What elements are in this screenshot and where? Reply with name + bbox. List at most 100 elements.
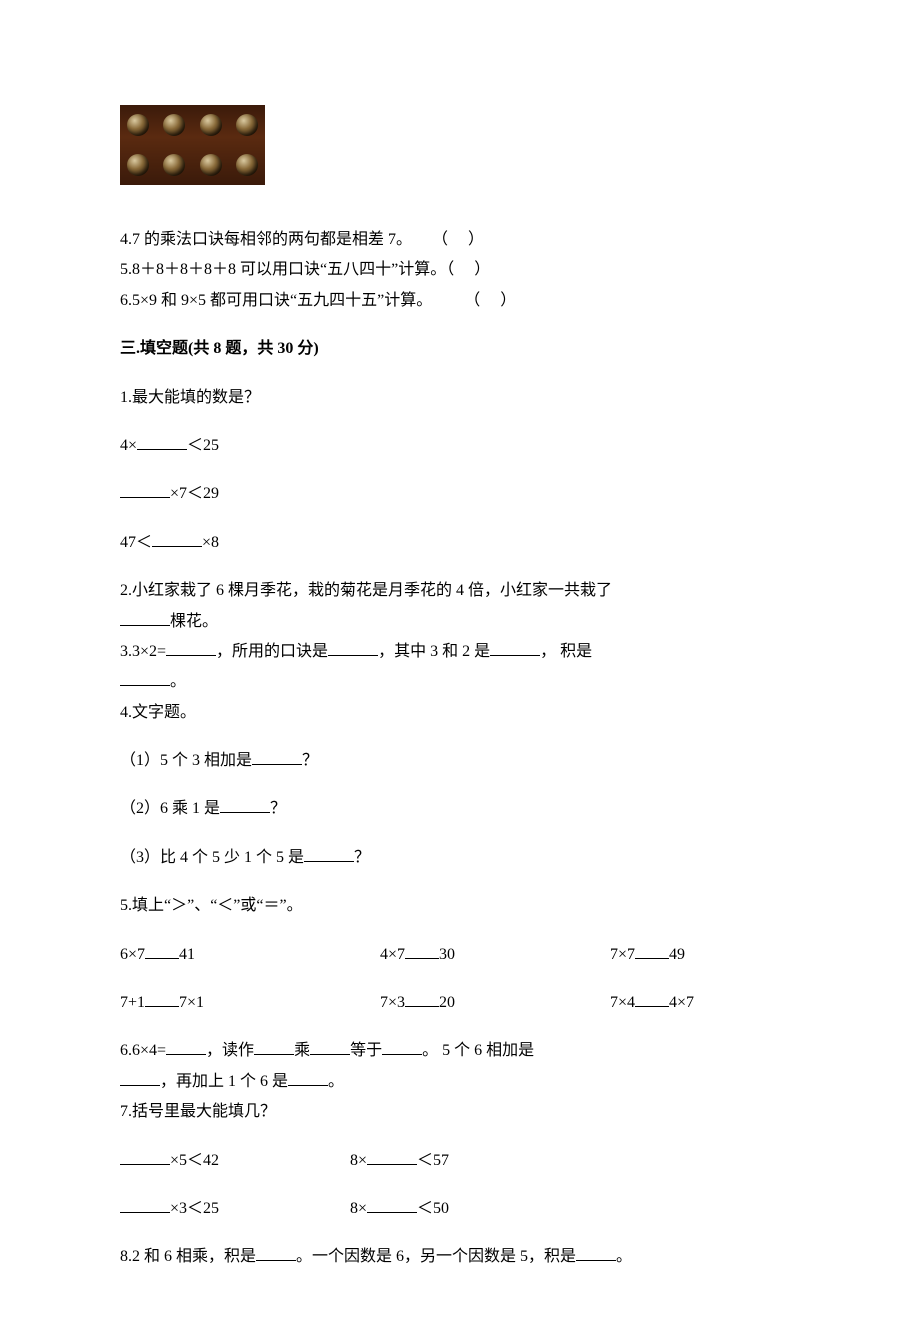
blank: [166, 1039, 206, 1055]
compare-cell: 7×320: [310, 988, 570, 1018]
q6-a: 6.6×4=: [120, 1042, 166, 1059]
q6-e: 。 5 个 6 相加是: [422, 1042, 534, 1059]
q8-a: 8.2 和 6 相乘，积是: [120, 1248, 256, 1265]
blank: [304, 846, 354, 862]
q7-r2c2t: ＜50: [417, 1200, 449, 1217]
blank: [166, 640, 216, 656]
q1-line3: 47＜×8: [120, 528, 800, 558]
q1-line1: 4×＜25: [120, 431, 800, 461]
q1-line2: ×7＜29: [120, 479, 800, 509]
blank: [252, 749, 302, 765]
q6-d: 等于: [350, 1042, 382, 1059]
q6-l2b: 。: [328, 1073, 344, 1090]
q6-b: ，读作: [206, 1042, 254, 1059]
blank: [220, 797, 270, 813]
q1-l1-b: ＜25: [187, 437, 219, 454]
blank: [635, 991, 669, 1007]
blank: [120, 670, 170, 686]
q5-stem: 5.填上“＞”、“＜”或“＝”。: [120, 891, 800, 921]
q1-stem: 1.最大能填的数是？: [120, 383, 800, 413]
compare-cell: 4×7 30: [310, 940, 570, 970]
q3-d: ， 积是: [540, 643, 592, 660]
blank: [288, 1070, 328, 1086]
blank: [635, 943, 669, 959]
dot: [236, 114, 258, 136]
q5-row2: 7+17×1 7×320 7×44×7: [120, 988, 800, 1018]
q7-r1c2h: 8×: [350, 1152, 367, 1169]
compare-cell: 6×741: [120, 940, 310, 970]
q2: 2.小红家栽了 6 棵月季花，栽的菊花是月季花的 4 倍，小红家一共栽了 棵花。: [120, 576, 800, 637]
bracket-cell: ×3＜25: [120, 1194, 350, 1224]
q3-line2: 。: [120, 667, 800, 697]
dot: [236, 154, 258, 176]
q4-s1a: （1）5 个 3 相加是: [120, 752, 252, 769]
blank: [145, 991, 179, 1007]
q8: 8.2 和 6 相乘，积是 。一个因数是 6，另一个因数是 5，积是 。: [120, 1242, 800, 1272]
blank: [382, 1039, 422, 1055]
dot: [163, 114, 185, 136]
blank: [145, 943, 179, 959]
dot: [127, 154, 149, 176]
blank: [367, 1149, 417, 1165]
blank: [120, 1070, 160, 1086]
blank: [120, 1149, 170, 1165]
dot: [200, 154, 222, 176]
cmp-l: 7×7: [610, 946, 635, 963]
q3-c: ，其中 3 和 2 是: [378, 643, 490, 660]
q4-s2b: ？: [270, 800, 286, 817]
q4-sub1: （1）5 个 3 相加是 ？: [120, 746, 800, 776]
q4-s3b: ？: [354, 849, 370, 866]
q3-b: ，所用的口诀是: [216, 643, 328, 660]
blank: [367, 1197, 417, 1213]
cmp-r: 41: [179, 946, 195, 963]
q4-s2a: （2）6 乘 1 是: [120, 800, 220, 817]
q6: 6.6×4=，读作乘等于。 5 个 6 相加是 ，再加上 1 个 6 是。: [120, 1036, 800, 1097]
cmp-r: 7×1: [179, 994, 204, 1011]
dot-grid: [120, 105, 265, 185]
q7-r2c1: ×3＜25: [170, 1200, 219, 1217]
compare-cell: 7+17×1: [120, 988, 310, 1018]
blank: [152, 531, 202, 547]
q4-stem: 4.文字题。: [120, 698, 800, 728]
blank: [120, 482, 170, 498]
blank: [120, 610, 170, 626]
cmp-l: 4×7: [380, 946, 405, 963]
q7-stem: 7.括号里最大能填几？: [120, 1097, 800, 1127]
q4-s1b: ？: [302, 752, 318, 769]
q6-l2a: ，再加上 1 个 6 是: [160, 1073, 288, 1090]
q7-row1: ×5＜42 8× ＜57: [120, 1146, 800, 1176]
q8-b: 。一个因数是 6，另一个因数是 5，积是: [296, 1248, 576, 1265]
q3: 3.3×2= ，所用的口诀是 ，其中 3 和 2 是 ， 积是 。: [120, 637, 800, 698]
section-3-header: 三.填空题(共 8 题，共 30 分): [120, 334, 800, 364]
cmp-r: 20: [439, 994, 455, 1011]
bracket-cell: 8× ＜57: [350, 1146, 449, 1176]
judgment-q5: 5.8＋8＋8＋8＋8 可以用口诀“五八四十”计算。（ ）: [120, 255, 800, 285]
q3-a: 3.3×2=: [120, 643, 166, 660]
q5-row1: 6×741 4×7 30 7×7 49: [120, 940, 800, 970]
cmp-r: 49: [669, 946, 685, 963]
blank: [256, 1245, 296, 1261]
blank: [576, 1245, 616, 1261]
dot: [127, 114, 149, 136]
blank: [120, 1197, 170, 1213]
q4-s3a: （3）比 4 个 5 少 1 个 5 是: [120, 849, 304, 866]
q2-line2: 棵花。: [120, 607, 800, 637]
dot: [163, 154, 185, 176]
embedded-photo: [120, 105, 265, 185]
q4-sub3: （3）比 4 个 5 少 1 个 5 是 ？: [120, 843, 800, 873]
q1-l2-a: ×7＜29: [170, 485, 219, 502]
q7-r1c2t: ＜57: [417, 1152, 449, 1169]
dot: [200, 114, 222, 136]
judgment-q4: 4.7 的乘法口诀每相邻的两句都是相差 7。 （ ）: [120, 225, 800, 255]
q3-tail: 。: [170, 673, 186, 690]
blank: [310, 1039, 350, 1055]
q8-c: 。: [616, 1248, 632, 1265]
blank: [137, 434, 187, 450]
page: 4.7 的乘法口诀每相邻的两句都是相差 7。 （ ） 5.8＋8＋8＋8＋8 可…: [0, 0, 920, 1333]
blank: [328, 640, 378, 656]
compare-cell: 7×44×7: [570, 988, 800, 1018]
q7-r1c1: ×5＜42: [170, 1152, 219, 1169]
cmp-r: 30: [439, 946, 455, 963]
q7-row2: ×3＜25 8×＜50: [120, 1194, 800, 1224]
cmp-l: 7×4: [610, 994, 635, 1011]
